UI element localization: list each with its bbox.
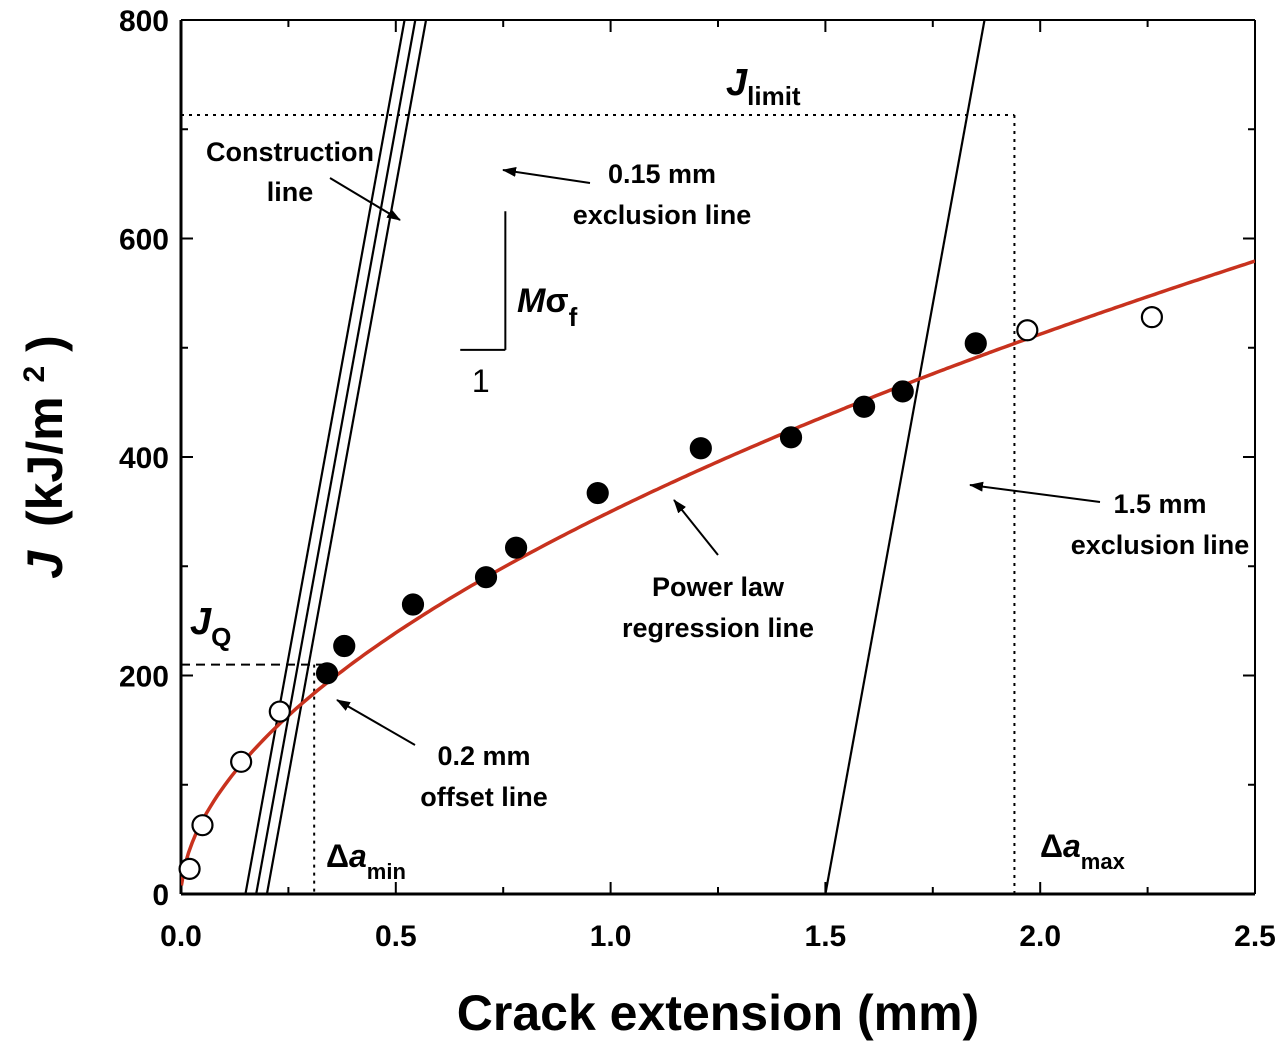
- data-point-open: [1016, 319, 1039, 342]
- annotation-arrows: [329, 166, 1101, 746]
- j-limit-label: Jlimit: [726, 62, 801, 111]
- exclusion-15-label: 1.5 mm: [1113, 489, 1206, 519]
- data-point-filled: [315, 662, 339, 685]
- y-tick-label: 800: [119, 5, 169, 38]
- power-law-curve: [181, 259, 1255, 886]
- slope-triangle: 1: [460, 211, 507, 399]
- data-point-filled: [586, 481, 609, 505]
- x-tick-label: 2.0: [1019, 920, 1061, 953]
- exclusion-15-arrow: [969, 481, 1101, 503]
- delta-a-max-label: Δamax: [1040, 828, 1126, 874]
- construction-arrow: [329, 177, 401, 221]
- exclusion-15-line: [824, 20, 986, 894]
- slope-run-label: 1: [472, 363, 490, 399]
- reference-lines: [181, 114, 1016, 894]
- slope-label: Mσf: [517, 282, 578, 332]
- power-law-label: Power law: [652, 572, 785, 602]
- y-tick-label: 600: [119, 224, 169, 257]
- construction-line-label: Construction: [206, 137, 374, 167]
- exclusion-015-line: [255, 20, 417, 894]
- data-points: [178, 306, 1163, 880]
- construction-lines: [244, 20, 986, 894]
- exclusion-015-label: 0.15 mm: [608, 159, 716, 189]
- data-point-open: [191, 814, 214, 837]
- exclusion-15-label-2: exclusion line: [1071, 530, 1250, 560]
- offset-02-line: [265, 20, 428, 894]
- data-point-filled: [401, 593, 425, 616]
- exclusion-015-label-2: exclusion line: [573, 200, 752, 230]
- y-tick-label: 200: [119, 661, 169, 694]
- x-tick-label: 2.5: [1234, 920, 1276, 953]
- power-law-arrow: [673, 499, 719, 556]
- delta-a-min-label: Δamin: [326, 838, 406, 884]
- y-axis-title-close: ): [17, 335, 73, 352]
- x-axis-title: Crack extension (mm): [457, 985, 979, 1041]
- data-point-filled: [474, 566, 498, 589]
- y-tick-label: 400: [119, 442, 169, 475]
- power-law-fit: [181, 259, 1255, 886]
- y-axis-title-unit: (kJ/m: [17, 396, 73, 527]
- y-tick-label: 0: [152, 879, 169, 912]
- data-point-filled: [852, 395, 876, 418]
- data-point-open: [178, 857, 201, 880]
- y-axis-title: J (kJ/m 2 ): [0, 335, 73, 579]
- x-tick-label: 0.5: [375, 920, 417, 953]
- x-tick-label: 0.0: [160, 920, 202, 953]
- x-tick-label: 1.5: [805, 920, 847, 953]
- data-point-filled: [891, 380, 914, 403]
- data-point-open: [268, 700, 291, 723]
- data-point-filled: [689, 437, 712, 460]
- data-point-filled: [504, 536, 528, 559]
- offset-line-label: 0.2 mm: [437, 741, 530, 771]
- y-axis-title-j: J: [17, 550, 73, 579]
- data-point-filled: [333, 634, 356, 658]
- axes: 0.0 0.5 1.0 1.5 2.0 2.5 0 200 400 600 800: [119, 5, 1276, 953]
- power-law-label-2: regression line: [622, 613, 814, 643]
- data-point-filled: [779, 426, 803, 449]
- exclusion-015-arrow: [502, 166, 591, 184]
- construction-line-label-2: line: [267, 177, 314, 207]
- offset-line-label-2: offset line: [420, 782, 548, 812]
- construction-line: [244, 20, 406, 894]
- j-q-label: JQ: [190, 601, 231, 652]
- data-point-open: [1140, 306, 1163, 329]
- x-tick-label: 1.0: [590, 920, 632, 953]
- data-point-filled: [964, 332, 987, 355]
- offset-arrow: [336, 699, 416, 746]
- y-axis-title-sup: 2: [18, 366, 51, 383]
- data-point-open: [230, 750, 253, 773]
